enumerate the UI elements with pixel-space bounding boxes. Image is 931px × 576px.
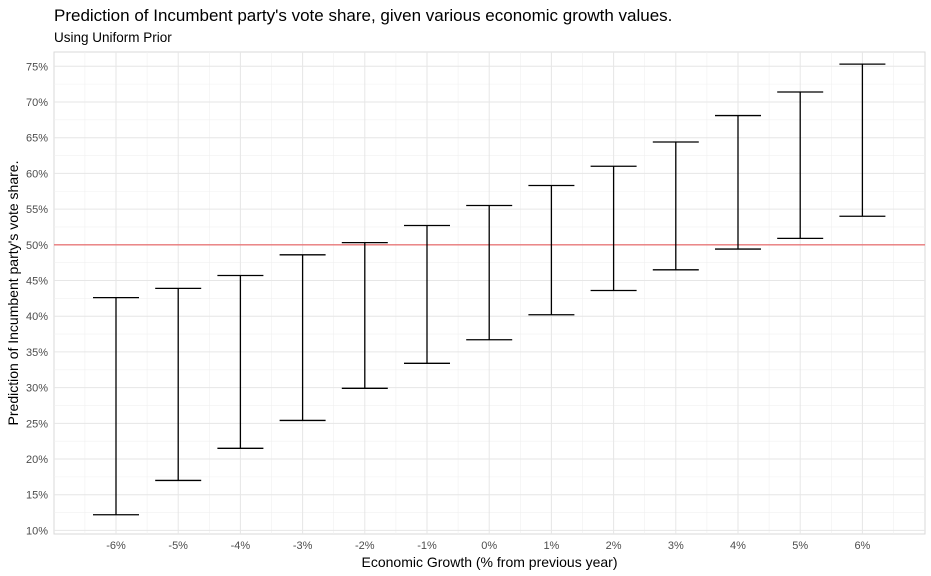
x-tick-label: 5% [792,540,808,552]
x-tick-label: 3% [668,540,684,552]
y-tick-label: 15% [26,490,48,502]
x-tick-label: -3% [293,540,313,552]
y-tick-label: 55% [26,204,48,216]
x-tick-label: 6% [854,540,870,552]
y-tick-label: 30% [26,383,48,395]
x-tick-label: 1% [543,540,559,552]
x-tick-label: -4% [231,540,251,552]
y-tick-label: 60% [26,168,48,180]
x-tick-label: -2% [355,540,375,552]
chart-title: Prediction of Incumbent party's vote sha… [54,6,672,25]
y-tick-label: 10% [26,525,48,537]
y-tick-label: 65% [26,133,48,145]
plot-area: 10% 15% 20% 25% 30% 35% 40% 45% 50% 55% 60% 65% 70% 7… [26,51,926,552]
x-tick-label: 0% [481,540,497,552]
y-tick-label: 75% [26,61,48,73]
y-tick-label: 50% [26,240,48,252]
y-tick-label: 35% [26,347,48,359]
y-tick-label: 20% [26,454,48,466]
y-tick-label: 25% [26,418,48,430]
y-tick-label: 70% [26,97,48,109]
x-axis-title: Economic Growth (% from previous year) [362,554,618,570]
y-tick-label: 40% [26,311,48,323]
x-tick-label: 2% [606,540,622,552]
x-tick-label: -6% [106,540,126,552]
y-tick-label: 45% [26,276,48,288]
x-tick-label: -1% [417,540,437,552]
chart-subtitle: Using Uniform Prior [54,30,172,45]
x-tick-label: 4% [730,540,746,552]
x-tick-label: -5% [168,540,188,552]
y-axis-title: Prediction of Incumbent party's vote sha… [5,161,21,426]
